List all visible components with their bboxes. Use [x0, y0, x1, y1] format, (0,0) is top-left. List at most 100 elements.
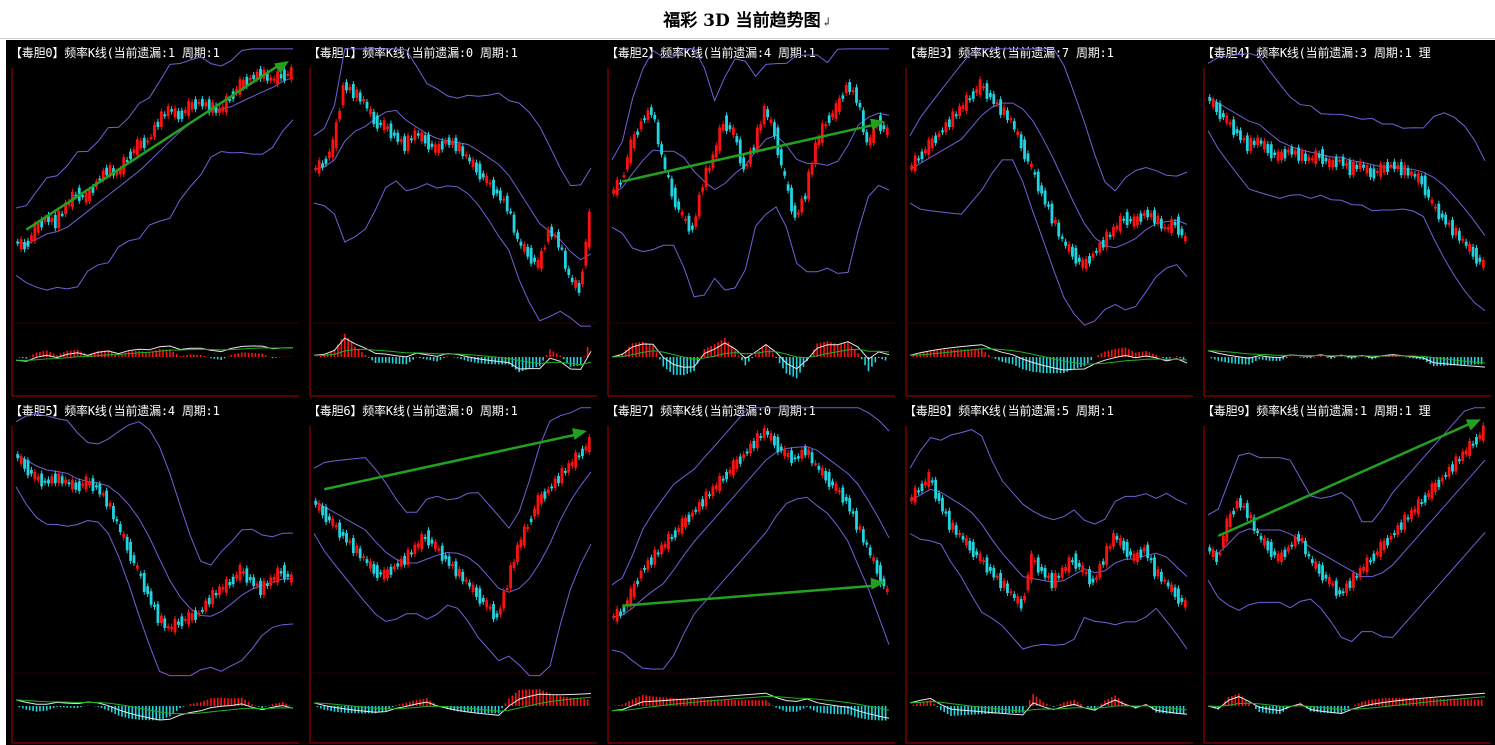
candle-down: [1273, 551, 1277, 556]
candle-down: [985, 557, 989, 573]
candle-up: [1235, 500, 1239, 509]
candle-down: [478, 163, 482, 180]
candle-up: [742, 454, 746, 459]
candle-down: [656, 552, 660, 555]
candle-down: [526, 246, 530, 257]
candle-down: [1451, 219, 1454, 236]
candle-up: [587, 211, 591, 248]
candle-down: [941, 498, 944, 512]
candle-up: [1293, 536, 1297, 547]
candle-up: [629, 139, 633, 164]
candle-up: [762, 428, 766, 438]
candle-down: [375, 565, 379, 578]
candle-up: [519, 539, 523, 548]
candle-down: [454, 561, 458, 577]
candle-down: [1177, 588, 1180, 604]
candle-up: [331, 139, 335, 158]
candle-up: [1156, 569, 1160, 577]
candle-up: [639, 570, 643, 579]
candle-down: [1043, 568, 1047, 578]
candle-up: [255, 71, 259, 80]
candle-up: [1434, 482, 1437, 493]
candle-up: [317, 503, 321, 511]
candle-up: [464, 154, 468, 157]
candle-down: [725, 115, 728, 132]
candle-down: [1304, 153, 1307, 162]
candle-down: [98, 178, 102, 181]
candle-down: [403, 555, 407, 565]
candle-up: [108, 503, 112, 507]
candle-down: [345, 533, 348, 543]
candle-up: [1170, 219, 1174, 234]
candle-up: [197, 612, 201, 615]
candle-down: [1050, 572, 1054, 589]
paragraph-mark-icon: ↲: [821, 15, 832, 29]
candle-down: [670, 178, 674, 197]
candle-down: [26, 460, 30, 476]
candle-down: [1423, 495, 1427, 503]
candle-down: [1273, 152, 1277, 155]
candle-up: [584, 446, 588, 451]
candle-down: [60, 476, 64, 484]
candle-down: [142, 137, 146, 148]
candle-down: [557, 475, 560, 484]
candle-down: [920, 483, 924, 491]
candle-down: [920, 151, 924, 160]
candle-down: [735, 136, 739, 143]
candle-up: [690, 512, 694, 517]
macd-diff-line: [15, 699, 294, 721]
candle-down: [91, 186, 95, 193]
candle-down: [396, 563, 400, 567]
candle-down: [1392, 533, 1396, 536]
candle-down: [228, 99, 232, 102]
candle-down: [194, 610, 197, 620]
candle-down: [803, 447, 807, 456]
candle-up: [338, 110, 342, 120]
candle-up: [341, 85, 345, 106]
candle-down: [146, 586, 150, 595]
candle-down: [461, 571, 465, 582]
candle-down: [1324, 574, 1328, 579]
candle-down: [149, 591, 153, 605]
candle-down: [1423, 175, 1427, 196]
candle-down: [1077, 563, 1081, 567]
candle-down: [91, 478, 95, 491]
bollinger-mid-line: [15, 453, 294, 617]
candle-down: [581, 448, 584, 457]
candle-up: [701, 187, 705, 192]
macd-dea-line: [15, 699, 294, 715]
candle-down: [47, 479, 50, 484]
candle-down: [848, 82, 852, 92]
candle-down: [1139, 549, 1143, 557]
candle-down: [1475, 247, 1478, 264]
candle-down: [252, 74, 256, 80]
candle-up: [1142, 547, 1146, 552]
candle-down: [992, 568, 996, 578]
candle-down: [16, 454, 20, 459]
candle-down: [988, 566, 992, 571]
candle-down: [29, 469, 33, 474]
candle-down: [570, 277, 574, 282]
candle-up: [149, 136, 153, 139]
bollinger-mid-line: [909, 102, 1188, 249]
candle-up: [885, 127, 889, 136]
kline-chart: [309, 48, 597, 397]
candle-up: [173, 618, 177, 633]
candle-down: [1094, 250, 1098, 253]
candle-up: [567, 463, 571, 473]
candle-down: [358, 548, 362, 559]
candle-up: [485, 175, 489, 184]
candle-up: [697, 501, 701, 512]
candle-down: [831, 481, 834, 486]
candle-up: [509, 565, 513, 589]
candle-up: [1084, 571, 1088, 574]
candle-up: [814, 142, 817, 165]
candle-up: [711, 486, 715, 496]
candle-up: [289, 574, 293, 583]
chart-panel: 【毒胆9】频率K线(当前遗漏:1 周期:1 理: [1198, 398, 1495, 745]
macd-diff-line: [15, 345, 294, 362]
candle-down: [1129, 219, 1132, 222]
candle-down: [252, 577, 256, 587]
candle-down: [1307, 554, 1311, 557]
candle-down: [125, 536, 129, 551]
